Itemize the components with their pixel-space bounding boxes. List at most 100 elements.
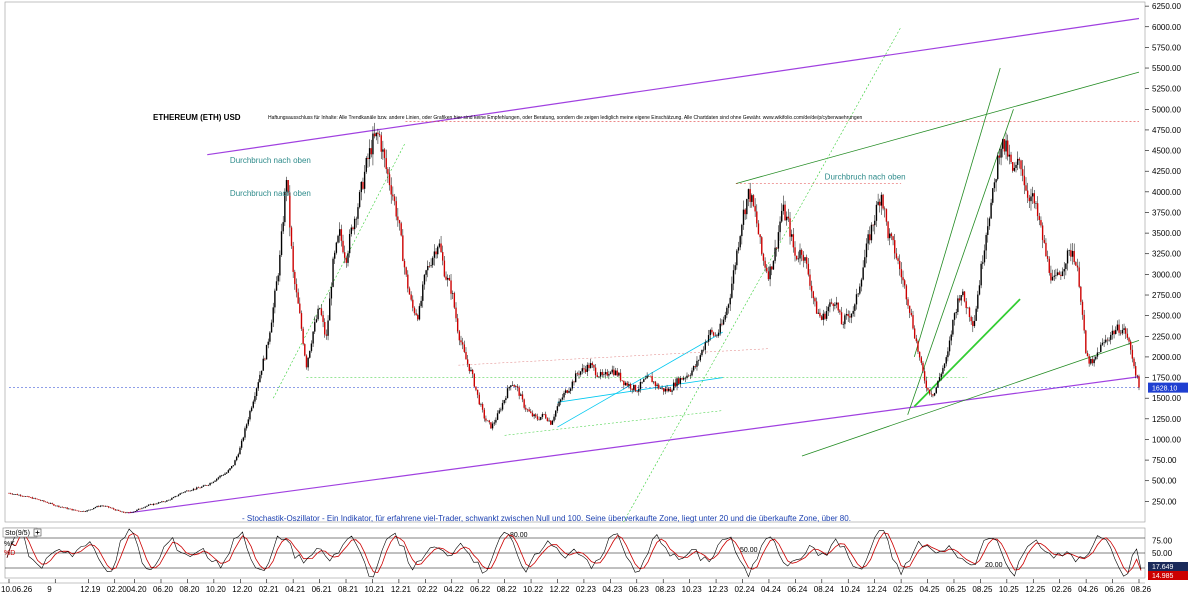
candle-body [99, 505, 102, 507]
candle-body [510, 385, 512, 387]
candle-body [1123, 328, 1125, 330]
x-tick-label: 02.23 [576, 585, 597, 594]
x-tick-label: 02.26 [1052, 585, 1073, 594]
stochastic-level-label: 20.00 [985, 562, 1003, 569]
candle-body [1086, 353, 1089, 357]
candle-body [1131, 349, 1134, 359]
candle-body [917, 341, 919, 352]
candle-body [779, 221, 781, 233]
candle-body [988, 218, 991, 227]
candle-body [392, 194, 394, 197]
candle-body [677, 378, 680, 384]
candle-body [189, 490, 191, 492]
candle-body [641, 381, 643, 383]
stochastic-header: Sto(9/5) %K %D [2, 527, 42, 557]
candle-body [611, 369, 613, 373]
candle-body [696, 360, 698, 367]
candle-body [485, 418, 487, 421]
candle-body [157, 502, 160, 504]
y-tick-label: 1250.00 [1152, 415, 1181, 424]
candle-body [13, 494, 15, 495]
x-tick-label: 10.20 [206, 585, 227, 594]
candle-body [687, 375, 690, 377]
candle-body [310, 343, 313, 351]
candle-body [500, 409, 502, 411]
candle-body [14, 494, 17, 495]
candle-body [112, 508, 115, 510]
candle-body [501, 403, 504, 410]
candle-body [103, 505, 105, 507]
candle-body [1065, 263, 1067, 270]
trend-line [557, 377, 723, 403]
candle-body [506, 388, 509, 399]
candle-body [822, 313, 824, 320]
candle-body [362, 181, 364, 189]
candle-body [977, 294, 979, 309]
candle-body [177, 494, 180, 496]
x-tick-label: 10.06.26 [1, 585, 33, 594]
candle-body [491, 423, 494, 429]
candle-body [805, 257, 808, 264]
candle-body [460, 340, 462, 343]
candle-body [568, 390, 570, 393]
candle-body [418, 306, 421, 320]
candle-body [589, 363, 592, 369]
candle-body [137, 508, 140, 510]
candle-body [265, 344, 268, 360]
candle-body [985, 234, 987, 251]
candle-body [149, 504, 151, 505]
candle-body [204, 485, 206, 486]
candle-body [776, 247, 778, 249]
stochastic-k-value: 17.649 [1152, 564, 1174, 571]
candle-body [222, 474, 225, 476]
y-tick-label: 4000.00 [1152, 188, 1181, 197]
candle-body [478, 394, 480, 405]
candle-body [393, 196, 396, 202]
candle-body [885, 209, 888, 222]
x-tick-label: 04.20 [127, 585, 148, 594]
candle-body [732, 270, 735, 284]
candle-body [91, 509, 93, 510]
last-price-label: 1628.10 [1152, 386, 1177, 393]
candle-body [327, 320, 329, 336]
y-tick-label: 5000.00 [1152, 105, 1181, 114]
candle-body [109, 507, 112, 509]
candle-body [704, 342, 706, 350]
candle-body [1081, 301, 1084, 315]
candle-body [972, 321, 974, 327]
candle-body [604, 372, 607, 375]
candle-body [383, 149, 386, 159]
candle-body [209, 483, 211, 485]
candle-body [1076, 265, 1079, 268]
candle-body [631, 388, 633, 390]
candle-body [751, 195, 753, 202]
candle-body [496, 413, 499, 420]
candle-body [51, 503, 53, 505]
candle-body [39, 500, 42, 501]
candle-body [619, 372, 622, 381]
candle-body [471, 369, 474, 375]
candle-body [357, 207, 359, 219]
candle-body [425, 270, 427, 275]
candle-body [1013, 167, 1016, 171]
candle-body [207, 484, 210, 486]
candle-body [681, 378, 683, 380]
candle-body [1002, 139, 1004, 149]
candle-body [877, 201, 879, 205]
candle-body [968, 307, 971, 318]
candle-body [219, 475, 221, 478]
candle-body [19, 494, 22, 496]
candle-body [586, 364, 588, 372]
candle-body [593, 365, 595, 368]
candle-body [1028, 197, 1031, 202]
annotation-breakout-2: Durchbruch nach oben [230, 189, 311, 198]
candle-body [212, 481, 215, 483]
candle-body [289, 192, 291, 228]
candle-body [1008, 154, 1011, 157]
candle-body [869, 234, 871, 241]
candle-body [967, 307, 969, 309]
candle-body [569, 388, 572, 391]
candle-body [840, 312, 843, 325]
candle-body [583, 368, 585, 370]
y-tick-label: 2750.00 [1152, 291, 1181, 300]
